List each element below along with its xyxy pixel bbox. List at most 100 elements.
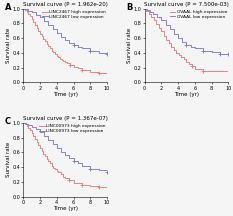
LINC2467 low expression: [55, 32, 58, 34]
LINC00973 high expression: [34, 138, 36, 140]
LINC2467 low expression: [47, 24, 50, 26]
LINC00973 high expression: [39, 147, 41, 149]
LINC2467 high expression: [32, 21, 35, 23]
LINC2467 low expression: [72, 44, 75, 47]
OVAAL low expression: [202, 49, 205, 52]
LINC00973 high expression: [25, 124, 28, 127]
LINC00973 high expression: [52, 167, 55, 169]
LINC00973 low expression: [106, 170, 108, 173]
OVAAL low expression: [164, 24, 167, 26]
OVAAL low expression: [219, 52, 221, 55]
Y-axis label: Survival rate: Survival rate: [6, 28, 11, 63]
OVAAL low expression: [227, 53, 230, 56]
Line: LINC00973 high expression: LINC00973 high expression: [23, 123, 107, 187]
Line: LINC2467 low expression: LINC2467 low expression: [23, 9, 107, 54]
LINC00973 high expression: [29, 129, 31, 132]
LINC2467 high expression: [97, 72, 100, 75]
LINC00973 low expression: [76, 162, 79, 165]
LINC00973 high expression: [30, 132, 33, 135]
OVAAL low expression: [210, 51, 213, 53]
LINC00973 low expression: [68, 157, 71, 160]
Y-axis label: Survival rate: Survival rate: [6, 142, 11, 177]
LINC00973 high expression: [64, 177, 67, 179]
OVAAL low expression: [160, 19, 163, 22]
OVAAL high expression: [185, 60, 188, 63]
LINC2467 high expression: [65, 62, 68, 64]
LINC2467 high expression: [35, 27, 38, 29]
LINC00973 high expression: [35, 141, 38, 143]
LINC2467 high expression: [89, 71, 92, 73]
LINC2467 high expression: [50, 49, 53, 52]
LINC2467 high expression: [76, 67, 79, 70]
LINC00973 low expression: [30, 125, 33, 128]
OVAAL high expression: [227, 70, 230, 73]
LINC2467 low expression: [97, 52, 100, 54]
LINC2467 high expression: [64, 61, 67, 64]
OVAAL high expression: [145, 10, 148, 12]
LINC00973 high expression: [49, 162, 51, 165]
LINC2467 high expression: [57, 56, 60, 59]
LINC00973 low expression: [80, 164, 83, 167]
LINC00973 low expression: [72, 160, 75, 162]
Text: A: A: [5, 3, 11, 12]
LINC2467 high expression: [69, 64, 72, 67]
LINC2467 high expression: [44, 40, 46, 42]
OVAAL high expression: [202, 70, 205, 73]
LINC00973 high expression: [60, 173, 62, 176]
LINC00973 low expression: [43, 135, 46, 137]
X-axis label: Time (yr): Time (yr): [53, 206, 78, 211]
LINC2467 low expression: [30, 11, 33, 14]
LINC00973 high expression: [40, 149, 43, 152]
OVAAL high expression: [193, 68, 196, 70]
OVAAL high expression: [175, 52, 178, 54]
OVAAL low expression: [156, 16, 159, 18]
LINC00973 low expression: [39, 131, 41, 134]
LINC2467 high expression: [54, 53, 56, 56]
OVAAL low expression: [143, 7, 146, 10]
OVAAL low expression: [193, 47, 196, 50]
LINC2467 high expression: [47, 45, 50, 48]
Title: Survival curve (P = 1.367e-07): Survival curve (P = 1.367e-07): [23, 116, 108, 121]
LINC00973 high expression: [50, 164, 53, 167]
OVAAL high expression: [210, 70, 213, 73]
LINC00973 high expression: [80, 183, 83, 186]
Line: LINC00973 low expression: LINC00973 low expression: [23, 123, 107, 172]
OVAAL high expression: [178, 54, 180, 56]
LINC00973 low expression: [55, 147, 58, 149]
Title: Survival curve (P = 7.500e-03): Survival curve (P = 7.500e-03): [144, 2, 229, 7]
LINC00973 high expression: [72, 181, 75, 184]
LINC00973 high expression: [89, 185, 92, 187]
OVAAL high expression: [143, 7, 146, 10]
LINC00973 low expression: [22, 122, 25, 124]
LINC2467 low expression: [80, 47, 83, 50]
LINC00973 high expression: [97, 186, 100, 188]
LINC2467 high expression: [72, 66, 75, 68]
LINC2467 high expression: [29, 15, 31, 17]
Line: OVAAL low expression: OVAAL low expression: [145, 9, 228, 54]
LINC2467 high expression: [39, 32, 41, 35]
OVAAL low expression: [148, 10, 151, 13]
LINC00973 high expression: [24, 123, 26, 126]
LINC00973 high expression: [32, 135, 35, 137]
LINC2467 high expression: [49, 47, 51, 50]
Legend: LINC2467 high expression, LINC2467 low expression: LINC2467 high expression, LINC2467 low e…: [42, 10, 106, 19]
OVAAL low expression: [146, 9, 149, 11]
LINC2467 low expression: [34, 13, 37, 16]
Text: B: B: [126, 3, 133, 12]
OVAAL high expression: [147, 13, 150, 15]
OVAAL high expression: [162, 35, 165, 37]
LINC00973 low expression: [24, 122, 27, 125]
LINC2467 high expression: [42, 38, 45, 40]
LINC2467 low expression: [43, 20, 46, 22]
LINC2467 low expression: [60, 35, 62, 38]
LINC2467 low expression: [22, 7, 25, 10]
LINC2467 high expression: [40, 35, 43, 37]
OVAAL low expression: [152, 13, 154, 15]
LINC2467 high expression: [34, 24, 36, 26]
LINC00973 low expression: [27, 124, 30, 126]
LINC2467 low expression: [89, 50, 92, 53]
LINC2467 high expression: [45, 43, 48, 45]
OVAAL low expression: [177, 37, 179, 39]
LINC00973 high expression: [45, 158, 48, 160]
LINC2467 low expression: [51, 28, 54, 31]
